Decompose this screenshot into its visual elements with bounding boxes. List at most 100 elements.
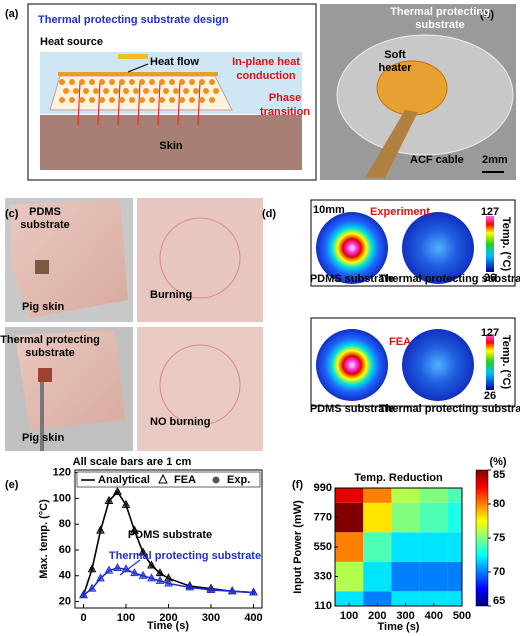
phase-particle xyxy=(79,97,85,103)
y-axis-label: Max. temp. (°C) xyxy=(38,499,50,579)
label: Heat flow xyxy=(150,56,199,68)
y-tick-label: 110 xyxy=(314,600,332,612)
label: 26 xyxy=(484,272,496,284)
label: substrate xyxy=(415,19,465,31)
thermal-map xyxy=(402,212,474,284)
heat-cell xyxy=(447,502,462,533)
arrow xyxy=(77,81,81,126)
x-tick-label: 400 xyxy=(425,610,443,622)
panel-frame xyxy=(27,3,317,181)
outline xyxy=(159,217,241,299)
label: conduction xyxy=(236,70,296,82)
y-tick-label: 20 xyxy=(59,595,71,607)
photo xyxy=(137,198,263,322)
heat-cell xyxy=(391,502,420,533)
arrow xyxy=(97,81,101,126)
phase-particle xyxy=(113,88,119,94)
phase-particle xyxy=(59,97,65,103)
exp-point xyxy=(140,550,146,555)
arrow xyxy=(137,81,141,126)
label: 127 xyxy=(481,327,499,339)
panel-label: (c) xyxy=(5,208,19,220)
heat-cell xyxy=(447,591,462,606)
heat-cell xyxy=(447,561,462,592)
x-tick-label: 300 xyxy=(396,610,414,622)
phase-particle xyxy=(139,97,145,103)
thermal-map xyxy=(316,329,388,401)
series-label: Thermal protecting substrate xyxy=(109,550,261,562)
exp-point xyxy=(89,586,95,592)
exp-point xyxy=(98,528,103,534)
arrow xyxy=(177,81,181,126)
phase-particle xyxy=(139,79,145,85)
phase-particle xyxy=(209,79,215,85)
label: heater xyxy=(378,62,412,74)
label: Experiment xyxy=(370,206,430,218)
heat-cell xyxy=(335,561,364,592)
outline xyxy=(159,344,241,426)
phase-particle xyxy=(129,97,135,103)
label: Pig skin xyxy=(22,432,64,444)
legend-entry: Analytical xyxy=(98,474,150,486)
phase-particle xyxy=(69,97,75,103)
heat-cell xyxy=(419,488,448,503)
y-tick-label: 770 xyxy=(314,511,332,523)
label: Burning xyxy=(150,289,192,301)
heat-cell xyxy=(419,591,448,606)
label: PDMS substrate xyxy=(310,403,394,415)
phase-particle xyxy=(83,88,89,94)
x-tick-label: 100 xyxy=(117,612,135,624)
exp-point xyxy=(166,575,171,581)
heat-cell xyxy=(335,502,364,533)
phase-particle xyxy=(69,79,75,85)
exp-point xyxy=(81,592,86,598)
phase-particle xyxy=(179,79,185,85)
label: NO burning xyxy=(150,416,211,428)
y-tick-label: 80 xyxy=(59,518,71,530)
label: substrate xyxy=(20,219,70,231)
exp-point xyxy=(132,528,137,534)
phase-particle xyxy=(119,79,125,85)
heat-cell xyxy=(363,532,392,562)
exp-point xyxy=(166,581,171,586)
label: ACF cable xyxy=(410,154,464,166)
phase-particle xyxy=(93,88,99,94)
y-axis-label: Input Power (mW) xyxy=(292,500,304,594)
phase-particle xyxy=(189,79,195,85)
heat-source xyxy=(118,54,148,59)
exp-point xyxy=(132,570,137,576)
phase-particle xyxy=(153,88,159,94)
chart-title: Temp. Reduction xyxy=(354,472,443,484)
phase-particle xyxy=(199,97,205,103)
exp-point xyxy=(123,502,129,508)
phase-particle xyxy=(169,79,175,85)
heat-cell xyxy=(447,532,462,562)
phase-particle xyxy=(89,97,95,103)
colorbar xyxy=(486,334,494,390)
panel-label: (f) xyxy=(292,479,303,491)
phase-particle xyxy=(213,88,219,94)
legend-frame xyxy=(76,471,261,488)
heat-cell xyxy=(335,532,364,562)
x-tick-label: 100 xyxy=(340,610,358,622)
panel-label: (e) xyxy=(5,479,19,491)
phase-particle xyxy=(99,97,105,103)
phase-particle xyxy=(123,88,129,94)
exp-point xyxy=(115,489,120,495)
colorbar-tick-label: 65 xyxy=(493,595,505,607)
x-axis-label: Time (s) xyxy=(378,621,420,633)
phase-particle xyxy=(159,97,165,103)
label: Phase xyxy=(269,92,301,104)
label: Temp. (°C) xyxy=(500,217,512,272)
legend-symbol xyxy=(212,476,220,484)
phase-particle xyxy=(203,88,209,94)
phase-particle xyxy=(143,88,149,94)
phase-particle xyxy=(109,97,115,103)
label: 26 xyxy=(484,390,496,402)
phase-particle xyxy=(183,88,189,94)
phase-particle xyxy=(149,79,155,85)
label: Soft xyxy=(384,49,406,61)
exp-point xyxy=(98,575,103,581)
label: 2mm xyxy=(482,154,508,166)
phase-particle xyxy=(133,88,139,94)
